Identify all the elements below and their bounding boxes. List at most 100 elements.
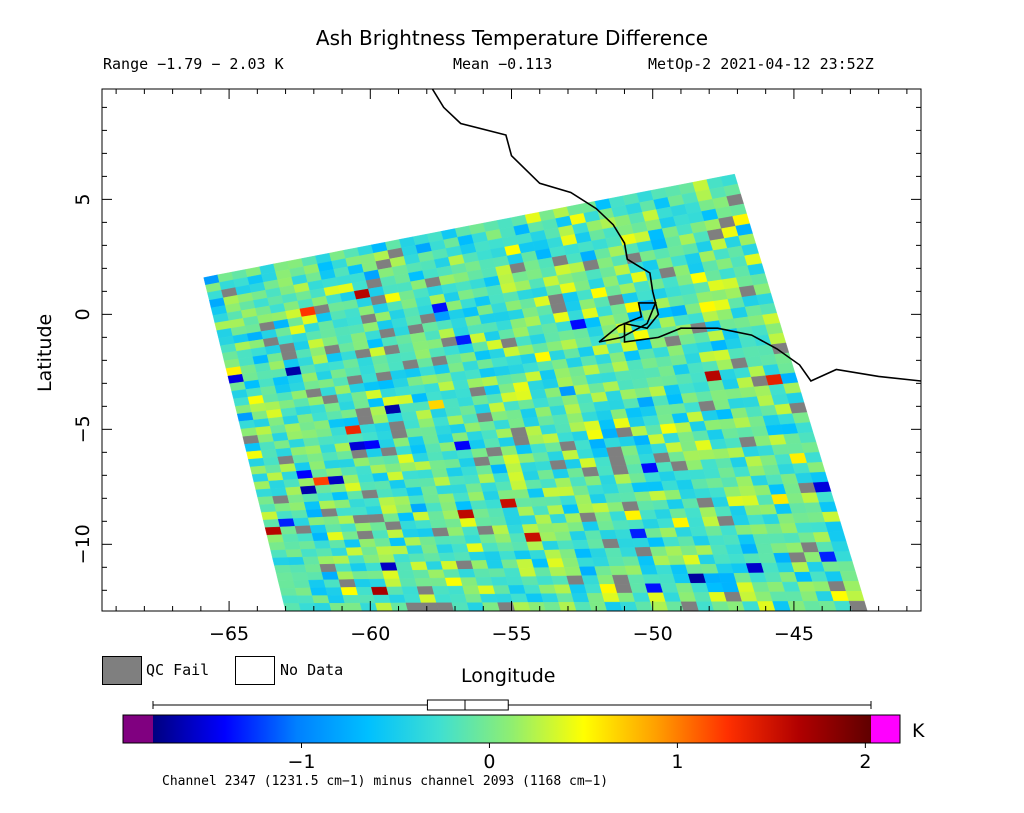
swath-pixel: [375, 546, 394, 556]
swath-pixel: [494, 533, 512, 544]
swath-pixel: [397, 512, 416, 522]
swath-pixel: [639, 565, 659, 575]
swath-pixel: [718, 573, 737, 584]
swath-pixel: [688, 469, 707, 481]
swath-pixel: [505, 462, 523, 474]
swath-pixel: [591, 447, 610, 459]
y-tick-label: −5: [72, 415, 94, 443]
swath-pixel: [541, 378, 560, 390]
swath-pixel: [842, 580, 862, 592]
swath-pixel: [684, 352, 703, 365]
swath-pixel: [470, 447, 489, 459]
swath-pixel: [729, 505, 748, 517]
swath-pixel: [551, 522, 570, 533]
swath-pixel: [596, 465, 615, 477]
swath-pixel: [619, 601, 638, 611]
swath-pixel: [518, 567, 537, 577]
swath-pixel: [500, 391, 519, 403]
swath-pixel: [659, 423, 678, 435]
swath-pixel: [580, 355, 598, 367]
swath-pixel: [642, 574, 661, 585]
swath-pixel: [454, 387, 473, 399]
swath-pixel: [745, 355, 764, 368]
swath-pixel: [395, 445, 413, 456]
swath-pixel: [376, 488, 394, 499]
swath-pixel: [369, 521, 388, 532]
swath-pixel: [306, 571, 324, 581]
swath-pixel: [322, 516, 341, 526]
swath-pixel: [708, 487, 727, 499]
swath-pixel: [296, 595, 315, 604]
swath-pixel: [644, 528, 663, 539]
swath-pixel: [432, 416, 450, 427]
swath-pixel: [566, 521, 585, 532]
swath-pixel: [480, 429, 499, 440]
swath-pixel: [451, 432, 470, 443]
swath-pixel: [747, 415, 767, 428]
swath-pixel: [264, 464, 282, 474]
swath-pixel: [634, 387, 653, 399]
swath-pixel: [510, 372, 528, 384]
swath-pixel: [425, 391, 443, 402]
swath-pixel: [273, 439, 291, 450]
swath-pixel: [611, 361, 630, 373]
swath-pixel: [705, 582, 725, 593]
swath-pixel: [418, 477, 437, 488]
swath-pixel: [519, 461, 538, 473]
swath-pixel: [672, 573, 692, 584]
swath-pixel: [420, 485, 439, 496]
swath-pixel: [576, 503, 595, 514]
swath-pixel: [722, 534, 741, 546]
swath-pixel: [730, 407, 749, 419]
swath-pixel: [789, 452, 808, 465]
swath-pixel: [605, 390, 623, 402]
swath-pixel: [272, 557, 290, 566]
swath-pixel: [312, 595, 330, 604]
qc-fail-swatch: [102, 656, 142, 685]
swath-pixel: [667, 451, 686, 463]
swath-pixel: [268, 541, 286, 551]
swath-pixel: [539, 531, 558, 542]
swath-pixel: [504, 515, 523, 526]
swath-pixel: [313, 540, 332, 550]
swath-pixel: [270, 549, 288, 559]
swath-pixel: [652, 346, 671, 359]
swath-pixel: [284, 422, 302, 433]
swath-pixel: [470, 560, 489, 570]
swath-pixel: [571, 539, 590, 550]
swath-pixel: [503, 400, 521, 412]
swath-pixel: [617, 379, 635, 391]
swath-pixel: [342, 594, 361, 604]
swath-pixel: [510, 426, 528, 438]
swath-pixel: [655, 356, 674, 368]
swath-pixel: [647, 537, 666, 548]
swath-pixel: [439, 441, 457, 452]
swath-pixel: [558, 385, 577, 397]
colorbar-tick-label: 2: [859, 751, 871, 773]
swath-pixel: [388, 420, 406, 431]
swath-pixel: [715, 457, 734, 469]
swath-pixel: [541, 540, 560, 551]
swath-pixel: [480, 482, 498, 493]
swath-pixel: [354, 522, 373, 532]
swath-pixel: [382, 570, 400, 580]
swath-pixel: [304, 564, 322, 573]
swath-pixel: [577, 346, 596, 358]
swath-pixel: [429, 577, 448, 587]
swath-pixel: [703, 468, 722, 480]
swath-pixel: [498, 383, 516, 394]
swath-pixel: [420, 426, 438, 437]
swath-pixel: [382, 455, 400, 465]
swath-pixel: [634, 601, 654, 611]
swath-pixel: [412, 452, 430, 463]
swath-pixel: [296, 469, 314, 480]
colorbar-tick-label: −1: [287, 751, 315, 773]
swath-pixel: [406, 545, 424, 555]
swath-pixel: [770, 542, 789, 554]
swath-pixel: [355, 407, 373, 418]
swath-pixel: [412, 569, 431, 579]
swath-pixel: [440, 501, 458, 512]
swath-pixel: [369, 578, 387, 588]
swath-pixel: [442, 510, 461, 520]
swath-pixel: [607, 399, 626, 411]
